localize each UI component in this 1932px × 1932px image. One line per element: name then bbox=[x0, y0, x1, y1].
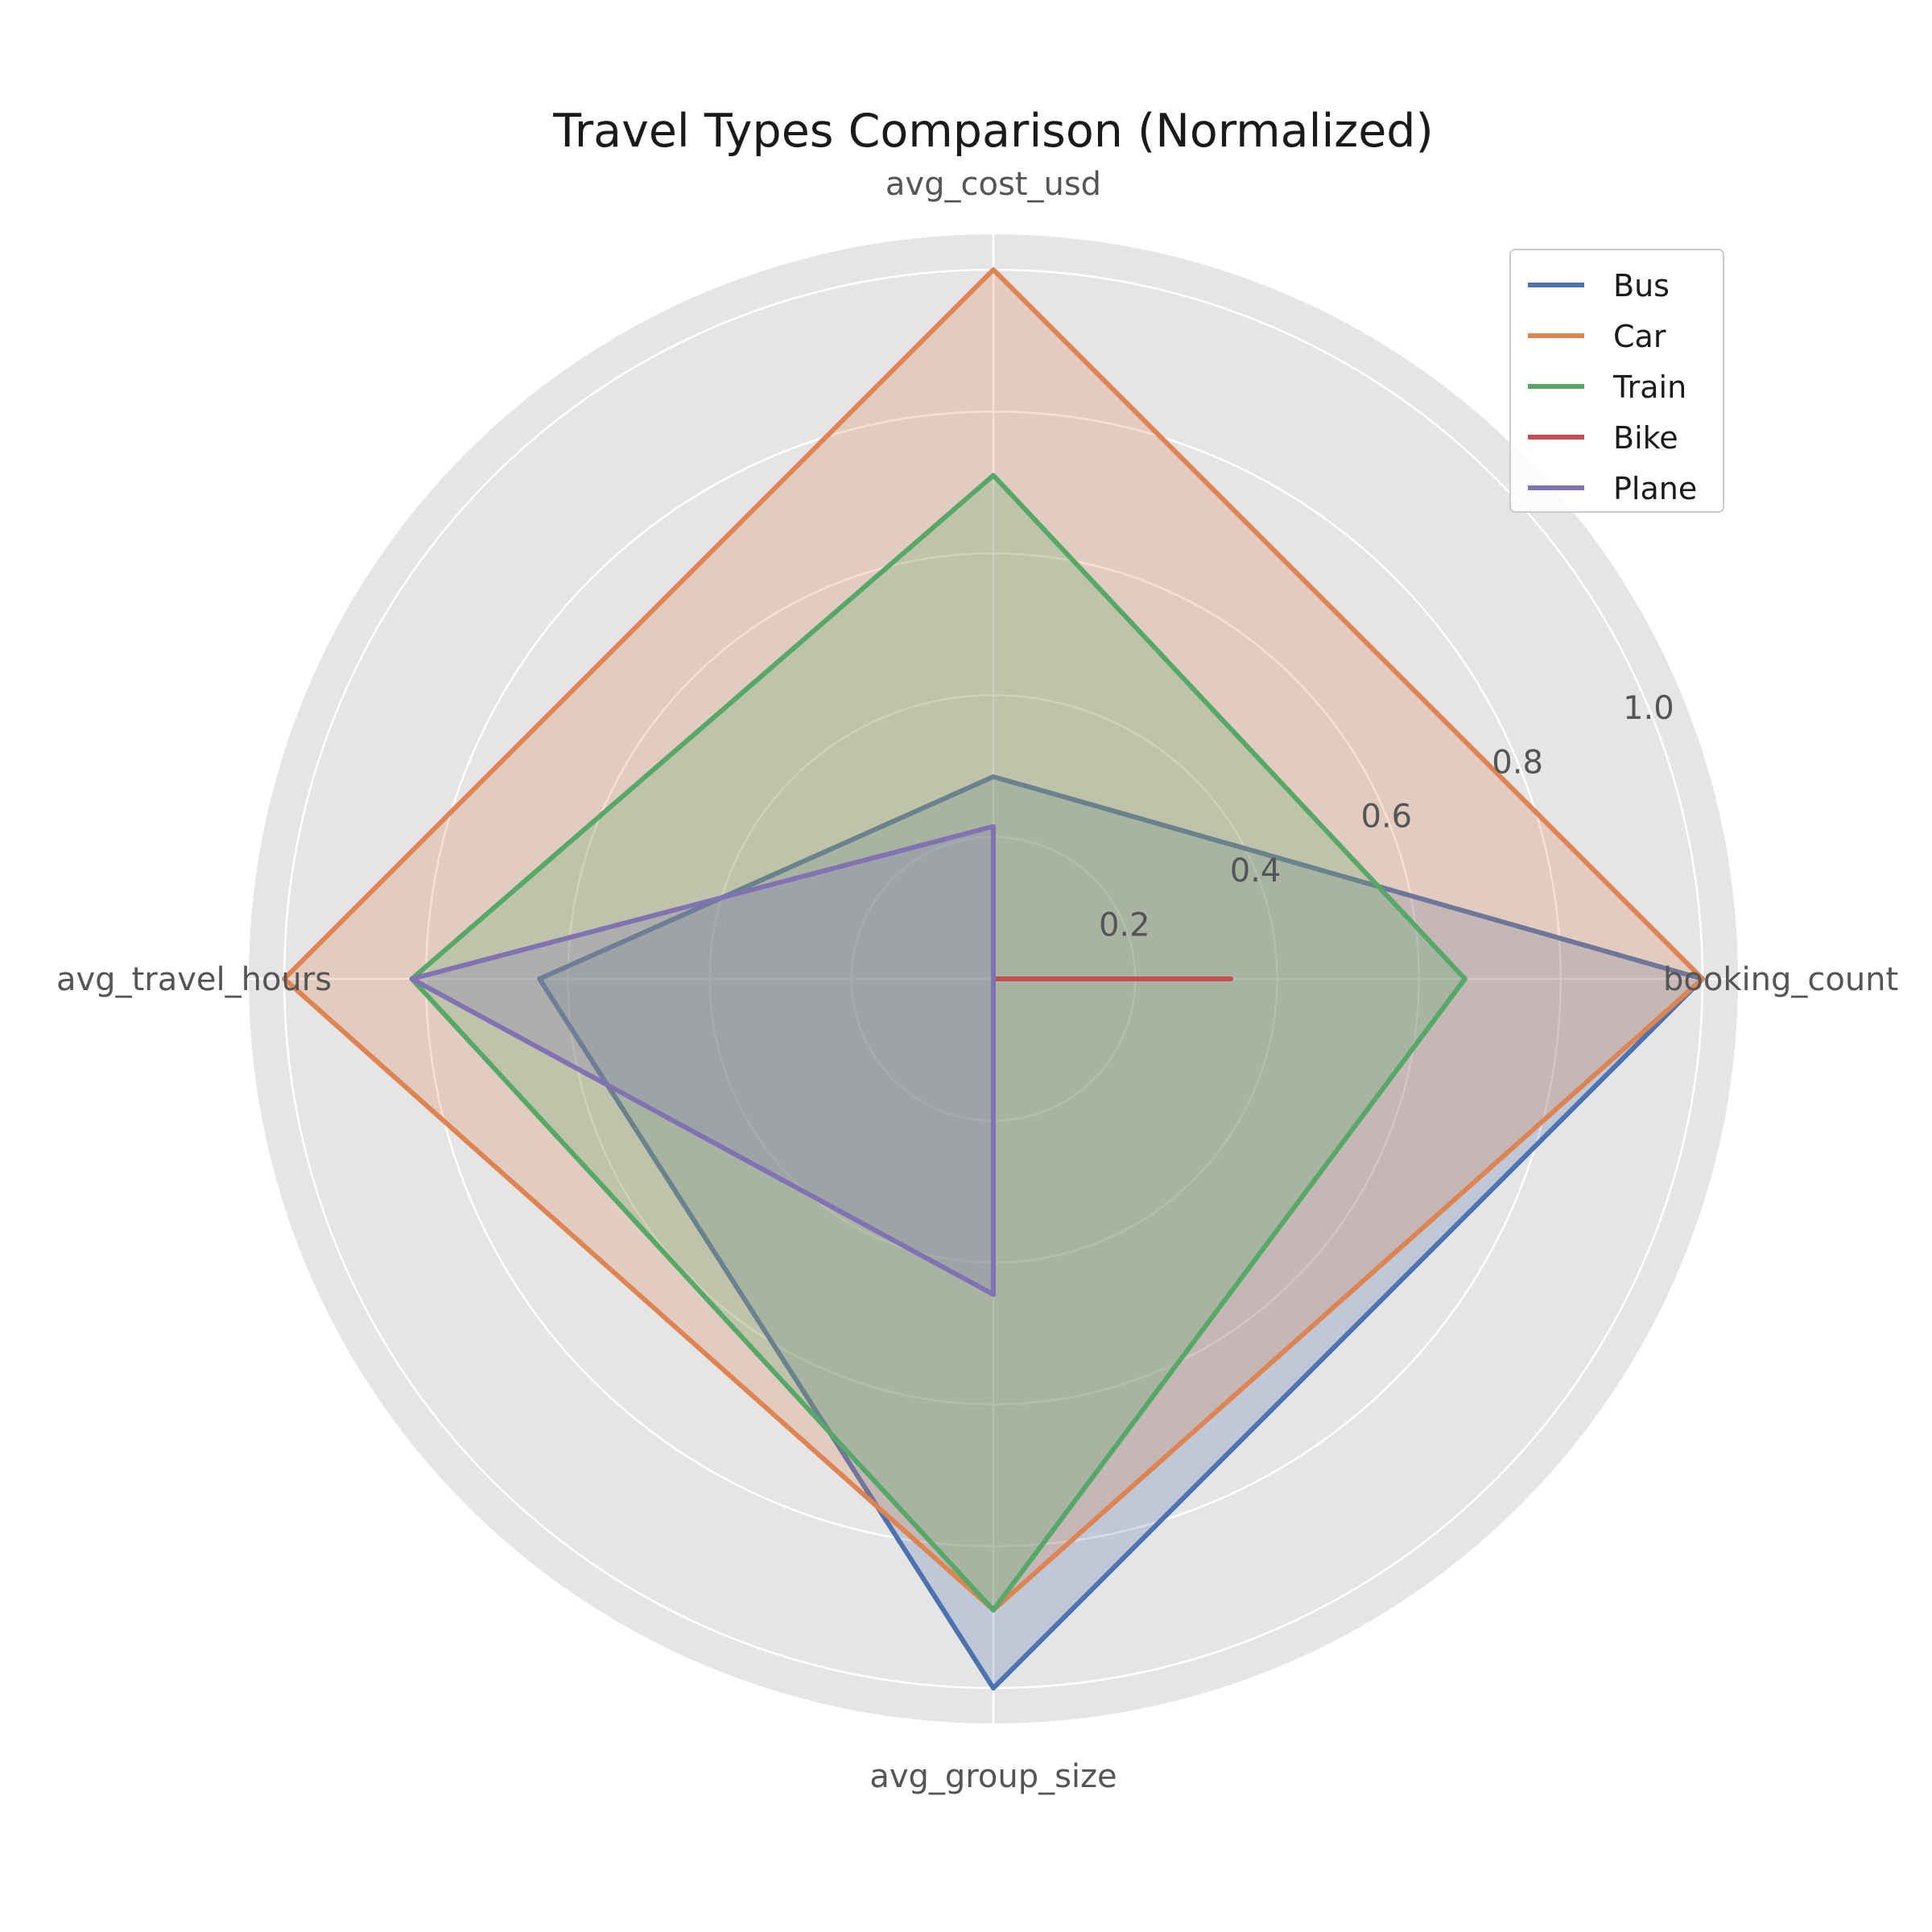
r-tick-label: 0.2 bbox=[1099, 907, 1150, 944]
chart-title: Travel Types Comparison (Normalized) bbox=[552, 105, 1433, 158]
series-line-bus bbox=[537, 774, 1705, 1690]
legend-label-car: Car bbox=[1613, 319, 1666, 354]
r-tick-label: 0.6 bbox=[1361, 799, 1413, 836]
series-layer bbox=[282, 267, 1705, 1690]
axis-label-avg-group-size: avg_group_size bbox=[869, 1758, 1117, 1795]
series-fill-bus bbox=[539, 776, 1703, 1688]
legend-label-plane: Plane bbox=[1613, 471, 1697, 506]
legend-label-train: Train bbox=[1612, 369, 1686, 405]
r-tick-label: 0.4 bbox=[1230, 852, 1282, 890]
axis-label-avg-cost-usd: avg_cost_usd bbox=[886, 166, 1101, 203]
r-tick-label: 0.8 bbox=[1492, 744, 1543, 781]
axis-label-booking-count: booking_count bbox=[1663, 961, 1898, 998]
series-fill-train bbox=[411, 475, 1465, 1610]
axis-label-avg-travel-hours: avg_travel_hours bbox=[56, 961, 332, 998]
series-line-car bbox=[282, 267, 1705, 1612]
legend: Bus Car Train Bike Plane bbox=[1509, 249, 1724, 513]
legend-label-bus: Bus bbox=[1613, 268, 1670, 303]
series-fill-plane bbox=[411, 826, 994, 1294]
axis-labels: 0.2 0.4 0.6 0.8 1.0 booking_count avg_cost_usd… bbox=[56, 166, 1898, 1795]
legend-box bbox=[1509, 249, 1724, 513]
legend-label-bike: Bike bbox=[1613, 420, 1678, 456]
series-line-plane bbox=[409, 824, 996, 1297]
r-tick-label: 1.0 bbox=[1623, 690, 1674, 727]
